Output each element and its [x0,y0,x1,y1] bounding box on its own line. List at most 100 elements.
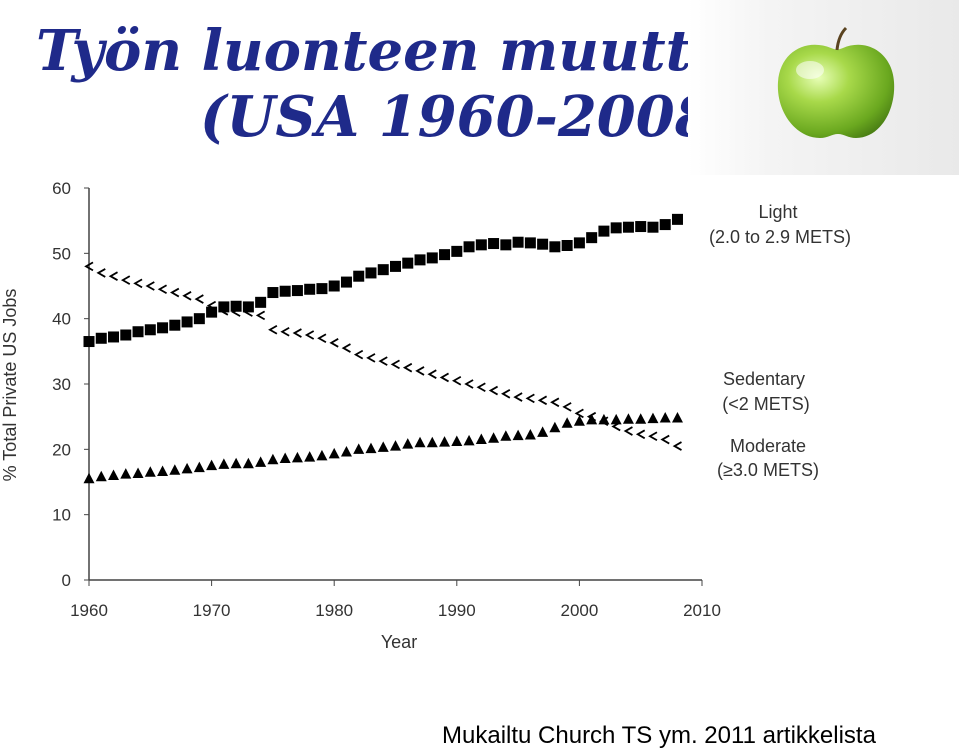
point-sedentary [501,389,511,399]
point-sedentary [231,307,241,317]
point-sedentary [402,362,413,373]
point-light [267,287,279,299]
point-moderate [561,417,573,428]
point-moderate [120,468,132,479]
series-label-light-name: Light [758,202,797,222]
point-sedentary [96,268,106,278]
y-tick-label: 0 [62,571,71,590]
series-label-moderate: Moderate (≥3.0 METS) [717,436,819,480]
point-moderate [340,445,352,457]
point-sedentary [635,429,646,440]
point-light [414,254,426,266]
point-moderate [659,411,671,423]
point-light [439,249,451,261]
point-moderate [512,429,524,441]
point-moderate [390,440,401,451]
point-light [463,241,475,253]
x-tick-label: 1990 [438,601,476,620]
point-moderate [267,453,279,465]
point-light [402,257,414,269]
point-moderate [157,465,169,477]
x-ticks: 1960 1970 1980 1990 2000 2010 [70,580,721,620]
point-moderate [218,458,230,469]
point-moderate [279,452,291,463]
point-moderate [230,457,242,469]
point-moderate [144,466,156,477]
point-light [279,285,291,297]
series-label-moderate-name: Moderate [730,436,806,456]
point-moderate [488,432,500,443]
point-sedentary [133,278,143,289]
point-sedentary [390,359,400,370]
point-sedentary [268,324,278,335]
point-light [340,276,352,288]
point-light [181,316,193,328]
jobs-chart: 0 10 20 30 40 50 60 1960 1970 1980 1990 2000 2010 Y… [0,179,851,652]
point-light [316,283,328,295]
point-light [95,332,107,344]
y-tick-label: 10 [52,506,71,525]
point-light [328,280,340,292]
green-apple-image [688,0,959,175]
point-sedentary [415,366,425,376]
point-moderate [108,469,120,480]
point-sedentary [341,343,351,353]
point-moderate [586,413,598,425]
point-sedentary [304,330,315,340]
point-moderate [181,462,193,474]
point-sedentary [550,397,560,408]
point-sedentary [280,326,290,337]
point-light [561,239,573,251]
point-light [108,331,120,343]
slide-title-line2: (USA 1960-2008) [200,84,741,150]
point-sedentary [329,338,339,348]
point-moderate [377,441,389,452]
point-sedentary [170,287,180,298]
x-tick-label: 1970 [193,601,231,620]
point-light [365,267,377,279]
point-moderate [549,421,561,433]
point-light [353,270,365,282]
y-tick-label: 20 [52,440,71,459]
point-light [157,322,169,334]
point-moderate [304,451,316,462]
point-light [377,264,389,276]
point-moderate [635,413,647,424]
point-light [586,232,598,244]
point-sedentary [513,392,523,402]
series-label-sedentary: Sedentary (<2 METS) [722,369,810,414]
point-moderate [598,413,610,425]
point-sedentary [255,310,266,321]
point-light [598,225,610,237]
point-sedentary [451,375,462,386]
point-moderate [622,413,634,424]
point-moderate [291,451,303,463]
point-moderate [463,434,475,446]
point-light [218,301,230,313]
point-light [475,239,487,251]
point-moderate [451,435,463,446]
point-sedentary [574,408,584,419]
point-light [500,239,512,251]
point-moderate [169,464,181,475]
point-light [671,213,683,225]
point-moderate [242,457,254,469]
point-moderate [439,436,451,447]
point-moderate [83,472,95,484]
point-moderate [610,413,622,425]
point-moderate [353,443,365,454]
point-light [524,237,536,249]
point-sedentary [525,393,535,404]
x-tick-label: 1960 [70,601,108,620]
point-light [573,237,585,249]
point-sedentary [194,294,204,304]
point-moderate [414,436,426,448]
point-sedentary [476,382,486,393]
point-light [622,221,634,233]
point-light [132,326,144,338]
point-sedentary [353,349,364,360]
point-moderate [95,470,107,482]
point-sedentary [378,356,388,366]
point-light [512,236,524,248]
point-light [549,241,561,253]
